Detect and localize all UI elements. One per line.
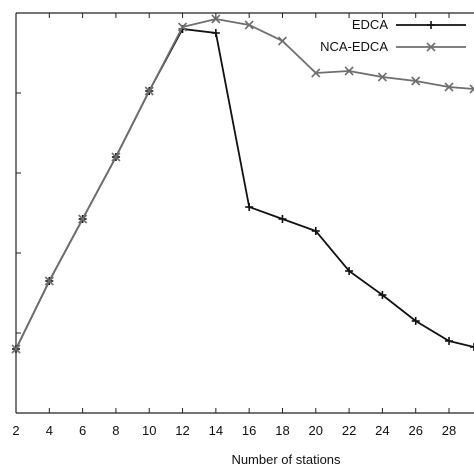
legend: EDCA NCA-EDCA [320, 17, 466, 54]
data-point [11, 344, 21, 354]
x-tick-label: 16 [242, 423, 256, 438]
data-point [470, 343, 474, 351]
x-tick-label: 6 [79, 423, 86, 438]
data-point [344, 66, 354, 76]
data-point [44, 276, 54, 286]
data-point [377, 72, 387, 82]
legend-item: EDCA [352, 17, 466, 32]
x-tick-label: 12 [175, 423, 189, 438]
data-point [277, 36, 288, 46]
x-tick-label: 24 [375, 423, 389, 438]
x-tick-label: 22 [342, 423, 356, 438]
data-point [244, 20, 254, 30]
axes: 2 4 6 8 10 12 14 16 18 20 22 24 26 28 [12, 12, 474, 438]
legend-label: NCA-EDCA [320, 39, 388, 54]
x-tick-label: 14 [209, 423, 223, 438]
series-edca [12, 25, 474, 353]
x-tick-label: 20 [309, 423, 323, 438]
x-tick-label: 2 [12, 423, 19, 438]
x-axis-title: Number of stations [231, 452, 341, 467]
legend-item: NCA-EDCA [320, 39, 466, 54]
x-tick-label: 8 [112, 423, 119, 438]
x-tick-label: 18 [275, 423, 289, 438]
data-point [469, 84, 474, 94]
data-point [345, 267, 354, 275]
data-point [445, 337, 454, 345]
data-point [144, 86, 154, 96]
data-point [211, 29, 220, 37]
series-nca-edca [11, 14, 474, 354]
data-point [311, 227, 320, 235]
x-tick-label: 26 [408, 423, 422, 438]
legend-marker [427, 21, 435, 29]
legend-marker [426, 42, 436, 52]
x-tick-label: 10 [142, 423, 156, 438]
data-point [411, 76, 421, 86]
data-point [378, 291, 387, 299]
data-point [111, 152, 121, 162]
x-tick-label: 4 [46, 423, 53, 438]
data-point [278, 215, 287, 223]
data-point [444, 82, 454, 92]
series-layer [11, 14, 474, 354]
legend-label: EDCA [352, 17, 388, 32]
series-line [15, 28, 474, 350]
data-point [411, 317, 420, 325]
data-point [245, 203, 254, 211]
data-point [78, 214, 88, 224]
data-point [211, 14, 221, 24]
data-point [177, 22, 188, 32]
x-tick-label: 28 [442, 423, 456, 438]
data-point [311, 68, 321, 78]
